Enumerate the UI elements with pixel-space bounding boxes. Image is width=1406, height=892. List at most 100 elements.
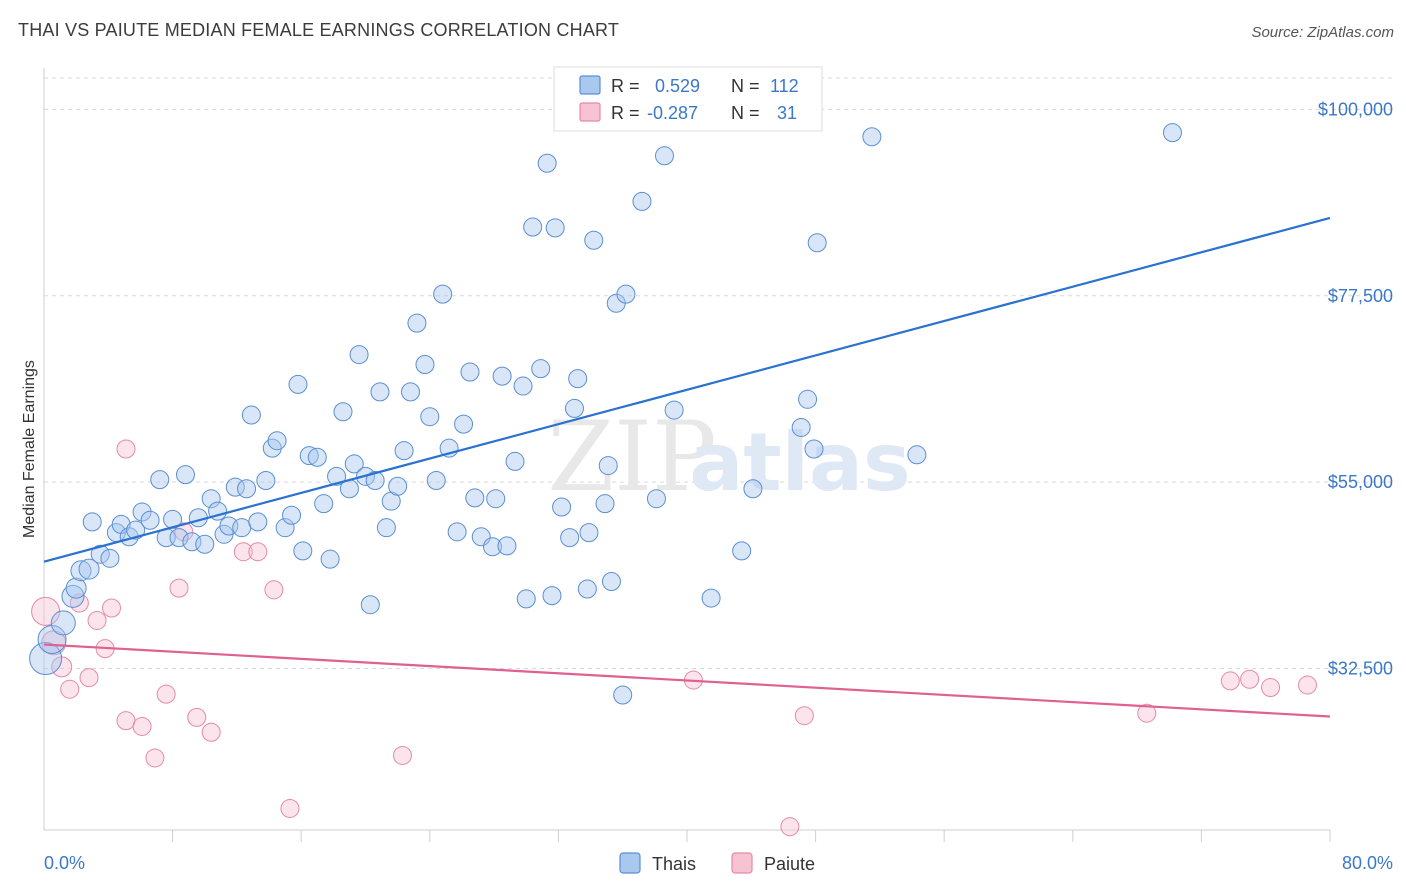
thais-n-value: 112 <box>770 76 799 96</box>
thais-point <box>376 518 396 538</box>
thais-point <box>654 146 674 166</box>
x-tick-label-min: 0.0% <box>44 853 85 873</box>
thais-point <box>743 479 763 499</box>
x-axis-ticks <box>172 830 1331 842</box>
series-legend: Thais Paiute <box>619 852 815 874</box>
thais-point <box>293 541 313 561</box>
paiute-point <box>116 711 136 731</box>
thais-point <box>282 505 302 525</box>
thais-point <box>513 376 533 396</box>
x-tick-label-max: 80.0% <box>1342 853 1393 873</box>
thais-point <box>82 512 102 532</box>
thais-point <box>492 366 512 386</box>
thais-point <box>907 445 927 465</box>
y-tick-label: $77,500 <box>1328 286 1393 306</box>
paiute-point <box>1240 669 1260 689</box>
paiute-point <box>145 748 165 768</box>
thais-point <box>344 454 364 474</box>
y-tick-label: $100,000 <box>1318 99 1393 119</box>
thais-point <box>267 431 287 451</box>
thais-point <box>486 489 506 509</box>
thais-point <box>394 441 414 461</box>
chart-title: THAI VS PAIUTE MEDIAN FEMALE EARNINGS CO… <box>18 20 620 40</box>
thais-trend-line <box>43 216 1331 563</box>
thais-r-label: R = <box>611 76 640 96</box>
thais-point <box>595 494 615 514</box>
thais-point <box>465 488 485 508</box>
thais-point <box>360 595 380 615</box>
thais-point <box>237 479 257 499</box>
thais-point <box>798 389 818 409</box>
thais-point <box>542 586 562 606</box>
thais-point <box>248 512 268 532</box>
thais-point <box>50 610 76 636</box>
thais-point <box>545 218 565 238</box>
thais-point <box>584 230 604 250</box>
thais-point <box>407 313 427 333</box>
paiute-point <box>116 439 136 459</box>
thais-point <box>65 577 87 599</box>
paiute-point <box>187 707 207 727</box>
thais-point <box>560 528 580 548</box>
thais-point <box>232 518 252 538</box>
paiute-point <box>169 578 189 598</box>
thais-point <box>516 589 536 609</box>
thais-point <box>195 534 215 554</box>
paiute-legend-label: Paiute <box>764 854 815 874</box>
paiute-point <box>233 542 253 562</box>
thais-point <box>613 685 633 705</box>
thais-point <box>307 447 327 467</box>
thais-point <box>497 536 517 556</box>
paiute-point <box>1137 703 1157 723</box>
paiute-point <box>201 722 221 742</box>
paiute-r-value: -0.287 <box>647 103 698 123</box>
thais-point <box>415 355 435 375</box>
thais-point <box>169 528 189 548</box>
thais-point <box>90 544 110 564</box>
thais-point <box>288 374 308 394</box>
thais-point <box>523 217 543 237</box>
thais-point <box>256 470 276 490</box>
thais-point <box>365 470 385 490</box>
thais-point <box>505 451 525 471</box>
thais-point <box>804 439 824 459</box>
thais-point <box>791 417 811 437</box>
thais-point <box>577 579 597 599</box>
thais-point <box>646 489 666 509</box>
thais-point <box>314 494 334 514</box>
paiute-point <box>79 668 99 688</box>
y-tick-label: $32,500 <box>1328 658 1393 678</box>
thais-point <box>579 523 599 543</box>
thais-point <box>426 470 446 490</box>
thais-point <box>537 153 557 173</box>
y-axis-tick-labels: $32,500 $55,000 $77,500 $100,000 <box>1318 99 1393 678</box>
thais-point <box>132 502 152 522</box>
thais-point <box>862 127 882 147</box>
source-attribution: Source: ZipAtlas.com <box>1251 24 1394 41</box>
paiute-stat-swatch <box>579 102 601 122</box>
thais-point <box>61 584 85 608</box>
thais-point <box>420 407 440 427</box>
paiute-point <box>87 610 107 630</box>
thais-point <box>333 402 353 422</box>
thais-point <box>564 398 584 418</box>
paiute-point <box>264 580 284 600</box>
thais-point <box>78 558 100 580</box>
thais-point <box>100 548 120 568</box>
thais-point <box>70 560 92 582</box>
stats-legend: R = 0.529 N = 112 R = -0.287 N = 31 <box>553 66 823 132</box>
thais-point <box>150 470 170 490</box>
thais-point <box>531 359 551 379</box>
thais-point <box>664 400 684 420</box>
thais-point <box>327 466 347 486</box>
thais-points <box>29 123 1182 705</box>
y-axis-title: Median Female Earnings <box>21 360 38 538</box>
paiute-point <box>102 598 122 618</box>
thais-point <box>701 588 721 608</box>
thais-point <box>201 489 221 509</box>
thais-point <box>447 522 467 542</box>
y-tick-label: $55,000 <box>1328 472 1393 492</box>
thais-point <box>388 476 408 496</box>
paiute-trend-line <box>43 643 1331 718</box>
